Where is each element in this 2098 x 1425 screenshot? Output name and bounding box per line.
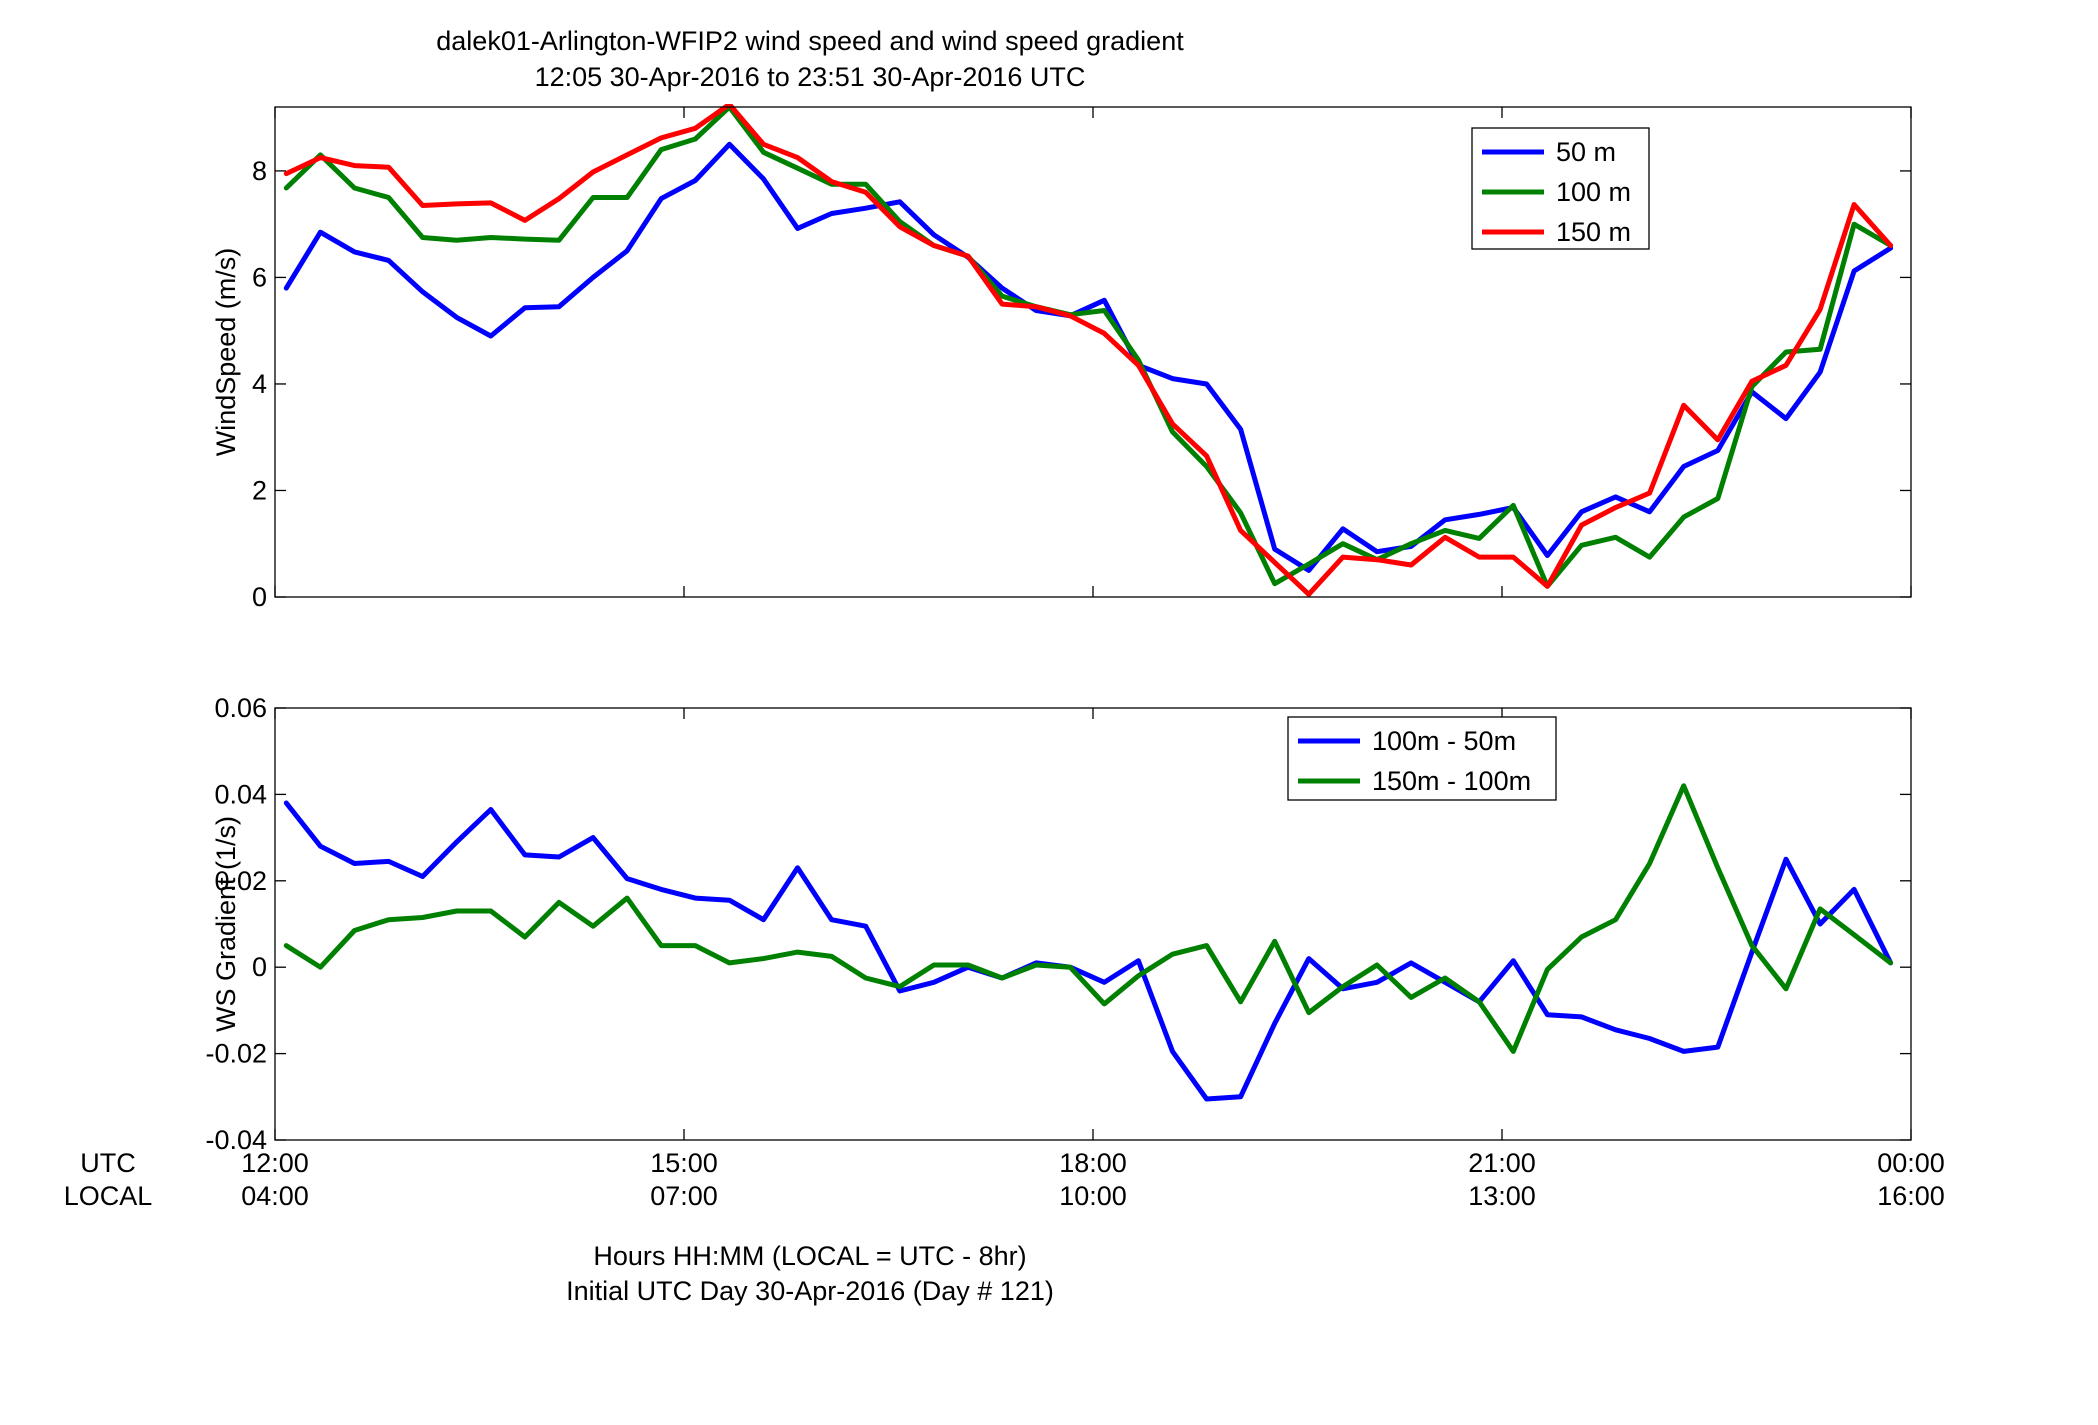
x-tick-label-utc: 00:00	[1877, 1148, 1945, 1178]
x-tick-label-utc: 18:00	[1059, 1148, 1127, 1178]
legend-label: 150m - 100m	[1372, 766, 1531, 796]
series-line-100-m	[283, 104, 1894, 589]
y-tick-label: 0	[252, 952, 267, 982]
series-line-100m-50m	[283, 800, 1894, 1102]
x-tick-label-utc: 15:00	[650, 1148, 718, 1178]
legend-label: 100m - 50m	[1372, 726, 1516, 756]
legend-label: 50 m	[1556, 137, 1616, 167]
y-tick-label: 2	[252, 475, 267, 505]
x-tick-label-local: 13:00	[1468, 1181, 1536, 1211]
legend: 100m - 50m 150m - 100m	[1287, 716, 1557, 801]
figure-title-line1: dalek01-Arlington-WFIP2 wind speed and w…	[436, 26, 1184, 56]
x-axis-label-line2: Initial UTC Day 30-Apr-2016 (Day # 121)	[566, 1276, 1054, 1306]
wind-speed-panel: 0 2 4 6 8 WindSpeed (m/s) 50 m 100 m 150 m	[211, 104, 1912, 612]
series-line-150-m	[283, 104, 1894, 597]
y-axis-label: WS Gradient (1/s)	[211, 816, 241, 1032]
y-tick-label: 8	[252, 156, 267, 186]
y-tick-label: 0	[252, 582, 267, 612]
y-tick-label: 0.04	[214, 779, 267, 809]
x-tick-label-local: 10:00	[1059, 1181, 1127, 1211]
y-tick-label: 0.06	[214, 693, 267, 723]
plot-frame	[274, 106, 1912, 598]
y-tick-label: -0.04	[205, 1125, 267, 1155]
y-tick-label: 0.02	[214, 866, 267, 896]
x-axis-label-line1: Hours HH:MM (LOCAL = UTC - 8hr)	[593, 1241, 1026, 1271]
y-tick-label: 6	[252, 262, 267, 292]
x-tick-label-utc: 12:00	[241, 1148, 309, 1178]
x-tick-label-utc: 21:00	[1468, 1148, 1536, 1178]
y-tick-label: -0.02	[205, 1039, 267, 1069]
legend-box	[1287, 716, 1557, 801]
series-line-150m-100m	[283, 783, 1894, 1054]
legend-box	[1471, 127, 1650, 250]
figure-title-line2: 12:05 30-Apr-2016 to 23:51 30-Apr-2016 U…	[535, 62, 1086, 92]
series-line-50-m	[283, 141, 1894, 573]
legend-label: 100 m	[1556, 177, 1631, 207]
x-tick-label-local: 04:00	[241, 1181, 309, 1211]
y-axis-label: WindSpeed (m/s)	[211, 248, 241, 457]
y-tick-label: 4	[252, 369, 267, 399]
legend-label: 150 m	[1556, 217, 1631, 247]
x-tick-label-local: 16:00	[1877, 1181, 1945, 1211]
legend: 50 m 100 m 150 m	[1471, 127, 1650, 250]
plot-frame	[274, 707, 1912, 1141]
x-row-label-utc: UTC	[80, 1148, 136, 1178]
x-row-label-local: LOCAL	[64, 1181, 153, 1211]
x-tick-label-local: 07:00	[650, 1181, 718, 1211]
